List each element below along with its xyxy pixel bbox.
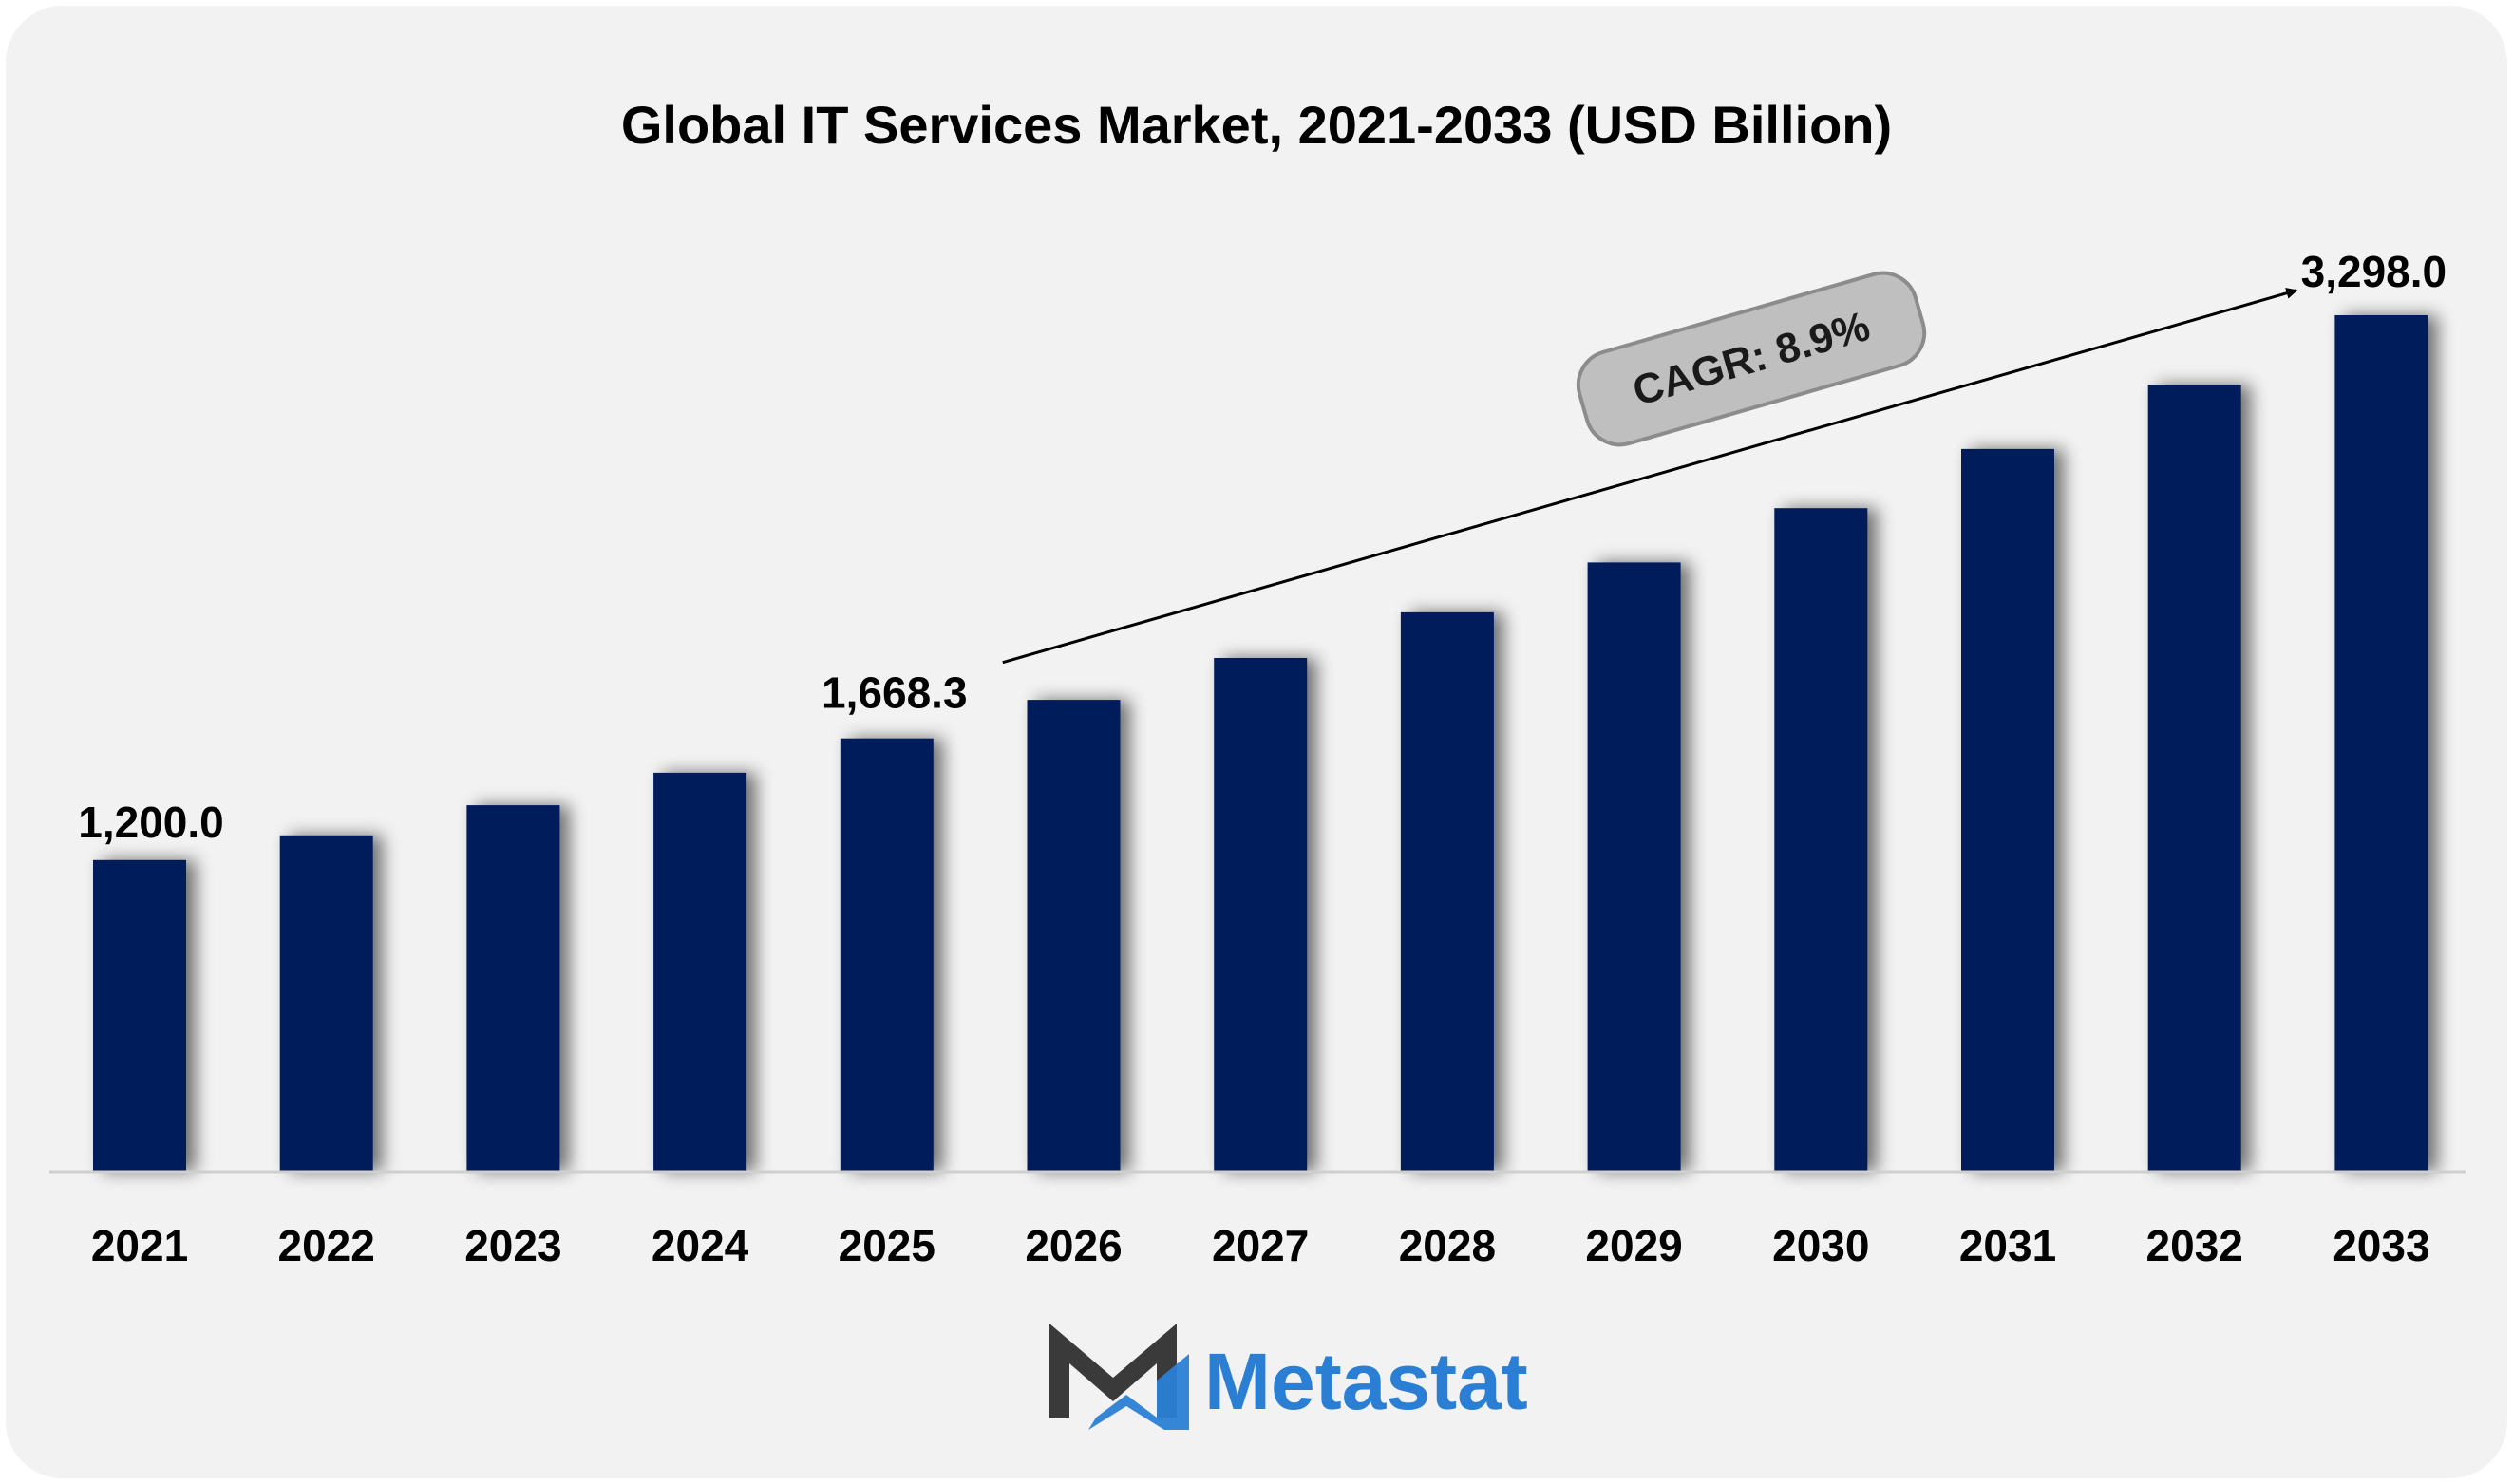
- bar-2027: [1214, 658, 1308, 1172]
- bar-2022: [279, 835, 373, 1172]
- x-tick-label: 2027: [1212, 1221, 1309, 1270]
- x-tick-label: 2028: [1399, 1221, 1496, 1270]
- chart-card: Global IT Services Market, 2021-2033 (US…: [6, 6, 2507, 1478]
- bar-2024: [653, 772, 747, 1172]
- x-tick-label: 2031: [1959, 1221, 2056, 1270]
- bar-2033: [2334, 315, 2428, 1172]
- bar-2028: [1400, 611, 1494, 1172]
- x-tick-label: 2023: [464, 1221, 561, 1270]
- bar-2026: [1027, 700, 1121, 1172]
- x-tick-label: 2021: [91, 1221, 188, 1270]
- x-tick-label: 2022: [278, 1221, 375, 1270]
- bar-2030: [1774, 508, 1868, 1172]
- data-label-2025: 1,668.3: [822, 668, 967, 718]
- bar-2029: [1587, 562, 1681, 1172]
- x-tick-label: 2025: [839, 1221, 935, 1270]
- data-labels: 1,200.0 1,668.3 3,298.0: [78, 247, 2447, 847]
- x-tick-label: 2033: [2333, 1221, 2429, 1270]
- x-tick-label: 2032: [2146, 1221, 2243, 1270]
- x-tick-label: 2026: [1025, 1221, 1122, 1270]
- cagr-badge-background: [1576, 271, 1927, 447]
- cagr-badge: CAGR: 8.9%: [1576, 271, 1927, 447]
- x-tick-label: 2030: [1772, 1221, 1869, 1270]
- chart-title: Global IT Services Market, 2021-2033 (US…: [621, 95, 1892, 155]
- bar-2031: [1961, 448, 2054, 1172]
- bar-2032: [2147, 385, 2241, 1172]
- bars-group: [93, 315, 2428, 1172]
- x-tick-label: 2029: [1585, 1221, 1682, 1270]
- x-tick-label: 2024: [652, 1221, 749, 1270]
- metastat-logo: Metastat: [1049, 1324, 1528, 1430]
- bar-2021: [93, 859, 186, 1172]
- cagr-arrow: [1002, 287, 2298, 665]
- metastat-m-logo-icon: [1049, 1324, 1189, 1430]
- brand-name: Metastat: [1204, 1337, 1528, 1426]
- bar-chart: Global IT Services Market, 2021-2033 (US…: [49, 95, 2466, 1430]
- data-label-2021: 1,200.0: [78, 798, 223, 847]
- data-label-2033: 3,298.0: [2301, 247, 2447, 296]
- bar-2025: [840, 738, 934, 1172]
- bar-2023: [466, 805, 560, 1172]
- x-axis-tick-labels: 2021 2022 2023 2024 2025 2026 2027 2028 2029 2030…: [91, 1221, 2430, 1270]
